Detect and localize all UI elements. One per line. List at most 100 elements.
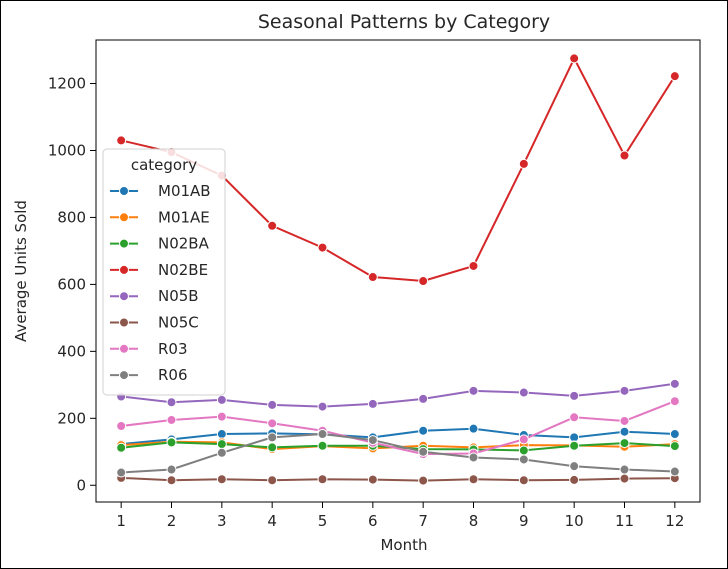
- data-point: [418, 446, 429, 457]
- data-point: [166, 464, 177, 475]
- legend-item: R06: [110, 366, 188, 384]
- legend-item: R03: [110, 340, 188, 358]
- data-point: [569, 461, 580, 472]
- data-point: [569, 474, 580, 485]
- series-line: [121, 427, 675, 446]
- x-tick-label: 3: [217, 512, 227, 530]
- legend-item: M01AB: [110, 182, 211, 200]
- x-tick-label: 1: [116, 512, 126, 530]
- legend-label: N02BA: [158, 235, 210, 253]
- data-point: [619, 438, 630, 449]
- data-point: [468, 474, 479, 485]
- series-r06: [116, 429, 680, 478]
- data-point: [468, 385, 479, 396]
- data-point: [317, 401, 328, 412]
- data-point: [116, 467, 127, 478]
- legend-label: N05C: [158, 314, 199, 332]
- data-point: [468, 452, 479, 463]
- data-point: [619, 385, 630, 396]
- data-point: [518, 158, 529, 169]
- legend: category M01AB M01AE N02BA N02BE N05B N05C R03…: [102, 148, 226, 396]
- y-tick-label: 1200: [48, 75, 86, 93]
- data-point: [267, 432, 278, 443]
- data-point: [468, 260, 479, 271]
- data-point: [166, 437, 177, 448]
- y-tick-label: 200: [57, 409, 86, 427]
- legend-item: N05C: [110, 314, 199, 332]
- data-point: [669, 378, 680, 389]
- y-tick-label: 400: [57, 342, 86, 360]
- legend-label: N02BE: [158, 261, 208, 279]
- data-point: [267, 475, 278, 486]
- legend-item: M01AE: [110, 208, 210, 226]
- data-point: [317, 440, 328, 451]
- data-point: [367, 435, 378, 446]
- data-point: [317, 474, 328, 485]
- data-point: [116, 135, 127, 146]
- data-point: [569, 390, 580, 401]
- legend-swatch-marker: [119, 238, 129, 249]
- legend-swatch-marker: [119, 343, 129, 354]
- data-point: [418, 276, 429, 287]
- data-point: [669, 441, 680, 452]
- x-tick-label: 2: [167, 512, 177, 530]
- data-point: [569, 440, 580, 451]
- x-tick-label: 12: [665, 512, 684, 530]
- data-point: [367, 272, 378, 283]
- y-tick-label: 0: [76, 476, 86, 494]
- legend-item: N02BA: [110, 235, 210, 253]
- series-n05c: [116, 472, 680, 486]
- legend-label: M01AE: [158, 208, 210, 226]
- data-point: [669, 396, 680, 407]
- chart-title: Seasonal Patterns by Category: [258, 11, 550, 33]
- x-tick-label: 9: [519, 512, 529, 530]
- data-point: [216, 411, 227, 422]
- data-point: [619, 415, 630, 426]
- series-line: [121, 476, 675, 482]
- x-axis-label: Month: [380, 536, 427, 554]
- data-point: [116, 442, 127, 453]
- data-point: [317, 429, 328, 440]
- data-point: [116, 421, 127, 432]
- data-point: [569, 53, 580, 64]
- y-tick-label: 1000: [48, 141, 86, 159]
- data-point: [569, 412, 580, 423]
- data-point: [267, 442, 278, 453]
- data-point: [619, 150, 630, 161]
- series-line: [121, 432, 675, 474]
- x-tick-label: 8: [469, 512, 479, 530]
- legend-swatch-marker: [119, 291, 129, 302]
- data-point: [317, 242, 328, 253]
- data-point: [418, 393, 429, 404]
- data-point: [669, 71, 680, 82]
- x-tick-label: 7: [418, 512, 428, 530]
- data-point: [166, 475, 177, 486]
- y-tick-label: 800: [57, 208, 86, 226]
- data-point: [216, 474, 227, 485]
- data-point: [619, 473, 630, 484]
- legend-swatch-marker: [119, 264, 129, 275]
- data-point: [619, 464, 630, 475]
- data-point: [418, 475, 429, 486]
- legend-swatch-marker: [119, 370, 129, 381]
- data-point: [267, 220, 278, 231]
- data-point: [669, 429, 680, 440]
- legend-label: N05B: [158, 287, 199, 305]
- x-tick-label: 6: [368, 512, 378, 530]
- data-point: [166, 414, 177, 425]
- data-point: [619, 426, 630, 437]
- data-point: [267, 418, 278, 429]
- data-point: [468, 423, 479, 434]
- data-point: [216, 394, 227, 405]
- x-tick-label: 10: [565, 512, 584, 530]
- data-point: [518, 387, 529, 398]
- y-tick-label: 600: [57, 275, 86, 293]
- data-point: [518, 454, 529, 465]
- series-n05b: [116, 378, 680, 412]
- y-axis-label: Average Units Sold: [12, 200, 30, 342]
- data-point: [518, 445, 529, 456]
- data-point: [518, 434, 529, 445]
- data-point: [367, 474, 378, 485]
- legend-label: R03: [158, 340, 188, 358]
